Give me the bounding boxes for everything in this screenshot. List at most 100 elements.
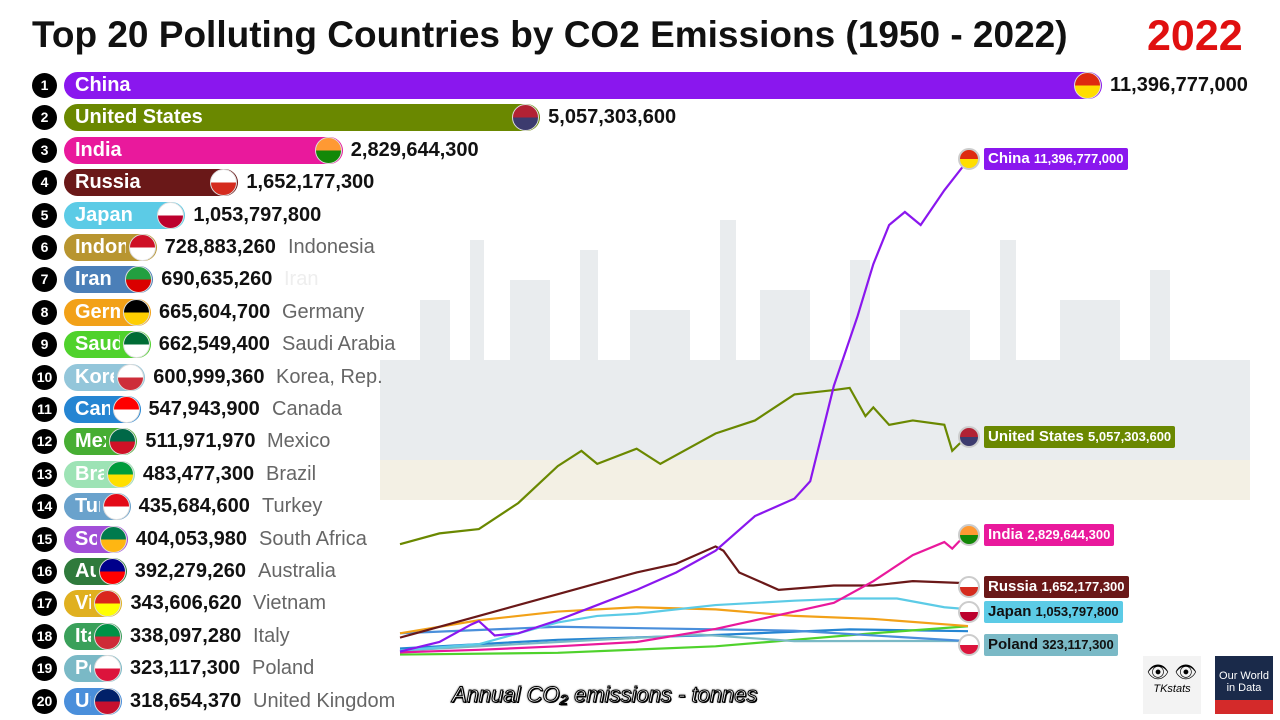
line-label-name: China	[988, 150, 1030, 167]
bar-country-label: Indonesia	[75, 236, 126, 258]
flag-icon	[94, 590, 122, 618]
line-end-label: United States 5,057,303,600	[984, 426, 1176, 448]
bar-country-name-outside: Poland	[252, 657, 315, 680]
bar-value-label: 404,053,980	[135, 527, 248, 550]
bar-value-label: 11,396,777,000	[1110, 74, 1248, 96]
series-line-poland	[399, 633, 969, 652]
bar-value-label: 600,999,360	[153, 365, 265, 388]
bar-country-name-outside: Turkey	[262, 495, 323, 518]
flag-icon	[512, 104, 540, 132]
rank-badge: 17	[32, 591, 57, 617]
rank-badge: 12	[32, 429, 57, 455]
bar-value-label: 343,606,620	[130, 592, 242, 615]
bar-row: 6 Indonesia 728,883,260 Indonesia	[0, 233, 1280, 261]
line-end-label: India 2,829,644,300	[984, 524, 1115, 546]
series-line-india	[399, 531, 969, 654]
bar-value-label: 1,652,177,300	[246, 171, 375, 194]
bar-row: 4 Russia 1,652,177,300	[0, 168, 1280, 197]
flag-icon	[106, 460, 134, 488]
bar-country-name-outside: Indonesia	[288, 236, 375, 258]
bar-row: 17 Vietnam 343,606,620 Vietnam	[0, 589, 1280, 618]
rank-badge: 1	[32, 73, 57, 98]
line-flag-icon	[958, 634, 980, 656]
bar-row: 8 Germany 665,604,700 Germany	[0, 298, 1280, 326]
bar-value-label: 2,829,644,300	[350, 138, 479, 161]
rank-badge: 9	[32, 332, 57, 358]
rank-badge: 8	[32, 299, 57, 325]
bar-country-label: Japan	[75, 203, 133, 226]
bar-row: 1 China 11,396,777,000	[0, 71, 1280, 99]
bar-country-name-outside: Korea, Rep.	[276, 365, 383, 388]
rank-badge: 4	[32, 170, 57, 196]
line-label-value: 5,057,303,600	[1088, 429, 1172, 444]
flag-icon	[210, 169, 238, 197]
line-flag-icon	[958, 426, 980, 448]
rank-badge: 13	[32, 461, 57, 487]
rank-badge: 19	[32, 656, 57, 682]
tkstats-logo: 👁 👁 TKstats	[1143, 656, 1201, 714]
bar-country-label: Brazil	[75, 462, 104, 485]
bar: Russia	[64, 169, 239, 197]
bar-country-name-outside: Brazil	[266, 462, 317, 485]
line-label-value: 2,829,644,300	[1027, 527, 1111, 542]
line-label-name: India	[988, 526, 1024, 543]
bar-country-name-outside: Germany	[282, 300, 365, 323]
line-label-value: 1,652,177,300	[1041, 579, 1125, 594]
bar-value-label: 511,971,970	[145, 430, 256, 453]
flag-icon	[112, 396, 140, 423]
rank-badge: 3	[32, 137, 57, 163]
bar-country-label: Vietnam	[75, 592, 92, 615]
rank-badge: 5	[32, 202, 57, 228]
bar-row: 20 United Kingdom 318,654,370 United Kingdo…	[0, 687, 1280, 715]
flag-icon	[109, 428, 137, 456]
bar-row: 5 Japan 1,053,797,800	[0, 201, 1280, 229]
bar-row: 3 India 2,829,644,300	[0, 136, 1280, 164]
line-label-name: Poland	[988, 636, 1039, 653]
flag-icon	[117, 363, 145, 391]
bar-country-label: United Kingdom	[75, 689, 91, 712]
bar-value-label: 728,883,260	[164, 236, 276, 258]
flag-icon	[157, 201, 185, 229]
chart-caption: Annual CO₂ emissions - tonnes	[452, 682, 759, 708]
flag-icon	[102, 493, 130, 521]
bar-country-name-outside: Mexico	[267, 430, 331, 453]
rank-badge: 20	[32, 688, 57, 714]
flag-icon	[128, 234, 156, 261]
series-line-japan	[399, 597, 969, 652]
bar-row: 2 United States 5,057,303,600	[0, 103, 1280, 132]
bar-value-label: 318,654,370	[130, 689, 242, 712]
flag-icon	[314, 136, 342, 164]
bar-country-label: Turkey	[75, 495, 100, 518]
flag-icon	[99, 525, 127, 553]
bar-country-name-outside: Saudi Arabia	[282, 333, 396, 356]
chart-title: Top 20 Polluting Countries by CO2 Emissi…	[32, 14, 1068, 55]
line-end-label: Russia 1,652,177,300	[984, 576, 1129, 598]
bar-country-label: South Africa	[75, 527, 97, 550]
rank-badge: 11	[32, 397, 57, 422]
bar-value-label: 665,604,700	[158, 300, 271, 323]
line-label-name: United States	[988, 428, 1084, 445]
bar-country-name-outside: Canada	[272, 398, 343, 420]
line-label-value: 323,117,300	[1042, 637, 1114, 652]
rank-badge: 18	[32, 623, 57, 649]
bar-row: 10 Korea, Rep. 600,999,360 Korea, Rep.	[0, 363, 1280, 391]
flag-icon	[94, 687, 121, 715]
series-line-saudi-arabia	[399, 625, 969, 656]
bar-country-label: Saudi Arabia	[75, 333, 120, 356]
bar-country-label: Canada	[75, 398, 110, 420]
flag-icon	[98, 558, 126, 585]
rank-badge: 7	[32, 267, 57, 293]
bar-row: 7 Iran 690,635,260 Iran	[0, 265, 1280, 294]
bar-row: 18 Italy 338,097,280 Italy	[0, 622, 1280, 650]
flag-icon	[122, 331, 150, 359]
bar-country-label: India	[75, 138, 122, 161]
rank-badge: 15	[32, 526, 57, 552]
line-label-value: 1,053,797,800	[1035, 604, 1119, 619]
bar-row: 11 Canada 547,943,900 Canada	[0, 395, 1280, 423]
line-flag-icon	[958, 601, 980, 623]
rank-badge: 6	[32, 235, 57, 260]
bar-value-label: 690,635,260	[161, 268, 273, 291]
series-line-russia	[399, 545, 969, 639]
flag-icon	[125, 266, 153, 294]
